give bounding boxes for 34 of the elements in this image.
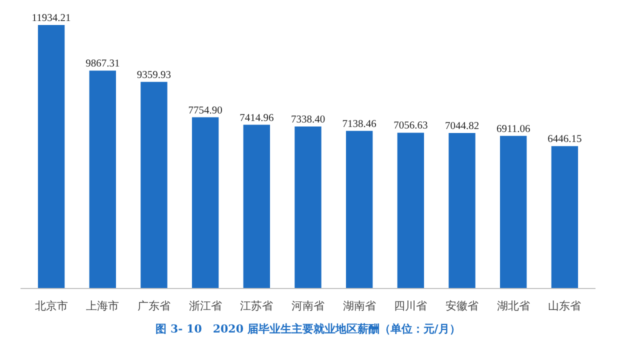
data-label: 6446.15 (548, 134, 582, 146)
data-label: 11934.21 (32, 12, 71, 24)
bar (192, 117, 219, 288)
bar (448, 132, 476, 288)
x-tick-label: 湖南省 (342, 300, 376, 312)
x-tick-label: 山东省 (548, 300, 582, 312)
bar (397, 132, 424, 288)
bar (551, 146, 578, 288)
x-tick-label: 广东省 (137, 300, 170, 312)
x-tick-label: 浙江省 (188, 300, 222, 312)
data-label: 6911.06 (496, 124, 530, 135)
data-label: 7056.63 (394, 120, 428, 132)
data-label: 9359.93 (136, 70, 172, 81)
x-tick-label: 江苏省 (240, 300, 274, 312)
data-label: 7754.90 (188, 105, 222, 116)
data-label: 9867.31 (86, 58, 120, 70)
x-tick-label: 北京市 (34, 300, 68, 312)
data-label: 7414.96 (240, 112, 274, 124)
bar (294, 126, 322, 288)
x-tick-label: 四川省 (394, 300, 428, 312)
data-label: 7338.40 (290, 114, 326, 126)
bar (140, 82, 168, 288)
bar (500, 136, 527, 288)
x-tick-label: 上海市 (86, 300, 120, 312)
data-label: 7044.82 (444, 120, 480, 132)
bar (243, 124, 270, 288)
bar (89, 70, 116, 288)
data-label: 7138.46 (342, 118, 376, 130)
bar (346, 130, 373, 288)
x-tick-label: 安徽省 (446, 300, 479, 312)
x-tick-label: 河南省 (292, 300, 324, 312)
bar (38, 24, 65, 288)
x-tick-label: 湖北省 (496, 300, 530, 312)
text: 图 3- 10 2020 届毕业生主要就业地区薪酬（单位：元/月） (156, 322, 460, 336)
